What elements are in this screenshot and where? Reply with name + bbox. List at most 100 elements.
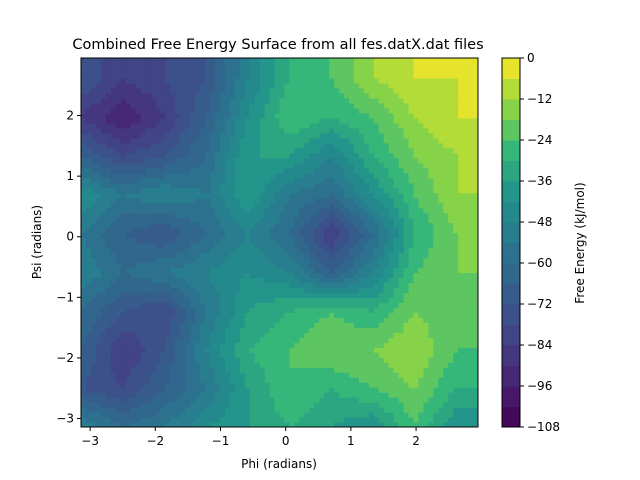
contour-cell xyxy=(324,212,330,219)
contour-cell xyxy=(110,137,117,144)
contour-cell xyxy=(195,372,201,378)
contour-cell xyxy=(403,172,410,179)
contour-cell xyxy=(244,137,251,144)
contour-cell xyxy=(210,357,216,363)
contour-cell xyxy=(363,252,370,259)
contour-cell xyxy=(100,152,107,159)
contour-cell xyxy=(254,322,261,328)
contour-cell xyxy=(224,247,231,254)
contour-cell xyxy=(378,327,385,333)
contour-cell xyxy=(413,402,420,408)
contour-cell xyxy=(219,282,226,288)
contour-cell xyxy=(229,152,236,159)
contour-cell xyxy=(155,257,161,264)
contour-cell xyxy=(175,247,181,254)
contour-cell xyxy=(413,267,420,274)
contour-cell xyxy=(314,222,320,229)
contour-cell xyxy=(393,232,400,239)
contour-cell xyxy=(353,397,360,403)
contour-cell xyxy=(90,252,97,259)
contour-cell xyxy=(294,192,300,199)
contour-cell xyxy=(348,342,355,348)
contour-cell xyxy=(368,157,375,164)
contour-cell xyxy=(353,222,360,229)
contour-cell xyxy=(140,282,147,288)
contour-cell xyxy=(279,177,286,184)
contour-cell xyxy=(249,217,256,224)
contour-cell xyxy=(334,212,340,219)
contour-cell xyxy=(473,292,478,298)
contour-cell xyxy=(90,417,97,423)
contour-cell xyxy=(353,342,360,348)
contour-cell xyxy=(408,377,415,383)
contour-cell xyxy=(125,267,132,274)
contour-cell xyxy=(180,172,186,179)
contour-cell xyxy=(378,262,385,269)
contour-cell xyxy=(433,182,439,189)
contour-cell xyxy=(100,362,107,368)
contour-cell xyxy=(363,332,370,338)
contour-cell xyxy=(170,197,176,204)
contour-cell xyxy=(190,112,196,119)
contour-cell xyxy=(289,332,295,338)
contour-cell xyxy=(85,257,92,264)
contour-cell xyxy=(229,227,236,234)
contour-cell xyxy=(120,262,127,269)
contour-cell xyxy=(244,362,251,368)
contour-cell xyxy=(453,327,459,333)
contour-cell xyxy=(329,342,335,348)
contour-cell xyxy=(339,307,345,313)
contour-cell xyxy=(170,397,176,403)
contour-cell xyxy=(205,417,211,423)
contour-cell xyxy=(135,132,142,139)
contour-cell xyxy=(368,267,375,274)
contour-cell xyxy=(418,352,425,358)
contour-cell xyxy=(279,242,286,249)
contour-cell xyxy=(423,257,429,264)
contour-cell xyxy=(205,412,211,418)
contour-cell xyxy=(244,327,251,333)
contour-cell xyxy=(214,127,221,134)
contour-cell xyxy=(418,147,425,154)
contour-cell xyxy=(95,337,102,343)
contour-cell xyxy=(81,152,87,159)
contour-cell xyxy=(214,257,221,264)
contour-cell xyxy=(304,312,310,318)
contour-cell xyxy=(368,422,375,427)
contour-cell xyxy=(314,262,320,269)
contour-cell xyxy=(155,337,161,343)
contour-cell xyxy=(115,352,122,358)
contour-cell xyxy=(403,267,410,274)
contour-cell xyxy=(334,247,340,254)
contour-cell xyxy=(314,277,320,283)
contour-cell xyxy=(234,247,241,254)
contour-cell xyxy=(329,322,335,328)
contour-cell xyxy=(329,262,335,269)
contour-cell xyxy=(423,122,429,129)
contour-cell xyxy=(195,252,201,259)
contour-cell xyxy=(403,397,410,403)
contour-cell xyxy=(81,182,87,189)
contour-cell xyxy=(344,327,350,333)
contour-cell xyxy=(234,147,241,154)
contour-cell xyxy=(344,172,350,179)
contour-cell xyxy=(413,117,420,124)
contour-cell xyxy=(219,122,226,129)
contour-cell xyxy=(413,262,420,269)
contour-cell xyxy=(279,317,286,323)
contour-cell xyxy=(388,202,395,209)
contour-cell xyxy=(363,302,370,308)
contour-cell xyxy=(205,362,211,368)
contour-cell xyxy=(289,372,295,378)
contour-cell xyxy=(408,167,415,174)
contour-cell xyxy=(438,182,444,189)
contour-cell xyxy=(95,197,102,204)
contour-cell xyxy=(205,122,211,129)
contour-cell xyxy=(160,392,166,398)
contour-cell xyxy=(145,262,152,269)
contour-cell xyxy=(105,152,112,159)
contour-cell xyxy=(160,252,166,259)
contour-cell xyxy=(264,302,271,308)
contour-cell xyxy=(319,122,325,129)
contour-cell xyxy=(408,242,415,249)
